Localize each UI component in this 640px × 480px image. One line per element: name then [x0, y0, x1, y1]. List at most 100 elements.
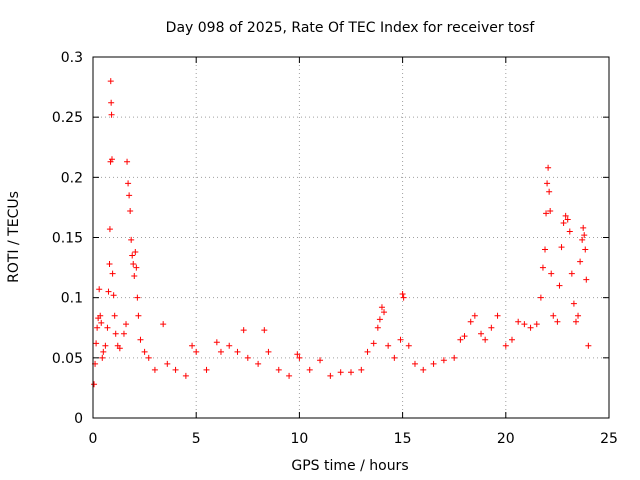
data-point	[440, 357, 447, 364]
data-point	[108, 156, 115, 163]
data-point	[94, 324, 101, 331]
data-point	[106, 226, 113, 233]
data-point	[572, 318, 579, 325]
data-point	[134, 294, 141, 301]
data-point	[494, 312, 501, 319]
data-point	[391, 354, 398, 361]
grid	[93, 57, 609, 418]
data-point	[261, 327, 268, 334]
y-tick-label: 0.15	[52, 231, 83, 247]
data-point	[451, 354, 458, 361]
x-tick-label: 0	[89, 431, 98, 447]
data-point	[508, 336, 515, 343]
data-point	[544, 180, 551, 187]
data-point	[296, 354, 303, 361]
data-point	[96, 286, 103, 293]
data-point	[521, 321, 528, 328]
x-tick-label: 15	[394, 431, 412, 447]
data-point	[91, 381, 98, 388]
data-point	[575, 312, 582, 319]
data-point	[566, 228, 573, 235]
data-point	[135, 312, 142, 319]
data-point	[570, 300, 577, 307]
x-tick-label: 5	[192, 431, 201, 447]
data-point	[128, 236, 135, 243]
y-tick-label: 0.05	[52, 351, 83, 367]
data-point	[106, 260, 113, 267]
plot-border	[92, 56, 610, 419]
data-point	[550, 312, 557, 319]
data-point	[240, 327, 247, 334]
data-point	[568, 270, 575, 277]
data-point	[385, 342, 392, 349]
y-tick-label: 0.1	[61, 291, 83, 307]
data-point	[244, 354, 251, 361]
data-point	[471, 312, 478, 319]
data-point	[543, 210, 550, 217]
data-point	[327, 372, 334, 379]
data-point	[131, 273, 138, 280]
data-point	[580, 224, 587, 231]
data-point	[378, 304, 385, 311]
data-point	[482, 336, 489, 343]
data-point	[306, 366, 313, 373]
data-point	[141, 348, 148, 355]
data-point	[348, 369, 354, 376]
data-point	[582, 246, 589, 253]
data-point	[193, 348, 200, 355]
data-point	[337, 369, 344, 376]
data-point	[286, 372, 293, 379]
data-point	[107, 78, 114, 85]
data-point	[93, 340, 100, 347]
data-point	[370, 340, 377, 347]
data-point	[110, 292, 117, 299]
data-point	[411, 360, 418, 367]
data-point	[546, 188, 553, 195]
data-point	[502, 342, 509, 349]
data-point	[548, 270, 555, 277]
data-point	[275, 366, 282, 373]
data-point	[461, 333, 468, 340]
data-point	[124, 158, 131, 165]
data-point	[397, 336, 404, 343]
data-point	[234, 348, 241, 355]
data-point	[105, 288, 112, 295]
data-point	[145, 354, 152, 361]
data-point	[358, 366, 365, 373]
data-point	[108, 111, 115, 118]
data-point	[108, 99, 115, 106]
data-point	[126, 192, 133, 199]
data-point	[556, 282, 563, 289]
data-point	[99, 354, 106, 361]
data-point	[581, 232, 588, 239]
axis-ticks: 0 5 10 15 20 25 0 0.05 0.1 0.15 0.2 0.25 0.3	[52, 50, 618, 447]
data-point	[547, 208, 554, 215]
data-point	[478, 330, 485, 337]
data-point	[400, 294, 407, 301]
y-tick-label: 0.2	[61, 170, 83, 186]
data-point	[98, 319, 105, 326]
data-point	[182, 372, 189, 379]
data-point	[189, 342, 196, 349]
x-tick-label: 20	[497, 431, 515, 447]
data-points	[91, 78, 592, 388]
x-tick-label: 10	[290, 431, 308, 447]
data-point	[554, 318, 561, 325]
data-point	[255, 360, 262, 367]
data-point	[130, 260, 137, 267]
data-point	[217, 348, 224, 355]
data-point	[120, 330, 127, 337]
data-point	[515, 318, 522, 325]
data-point	[399, 291, 406, 298]
data-point	[125, 180, 132, 187]
data-point	[265, 348, 272, 355]
data-point	[294, 351, 301, 358]
data-point	[430, 360, 437, 367]
data-point	[317, 357, 324, 364]
data-point	[537, 294, 544, 301]
data-point	[132, 248, 139, 255]
data-point	[579, 236, 586, 243]
data-point	[539, 264, 546, 271]
data-point	[585, 342, 592, 349]
